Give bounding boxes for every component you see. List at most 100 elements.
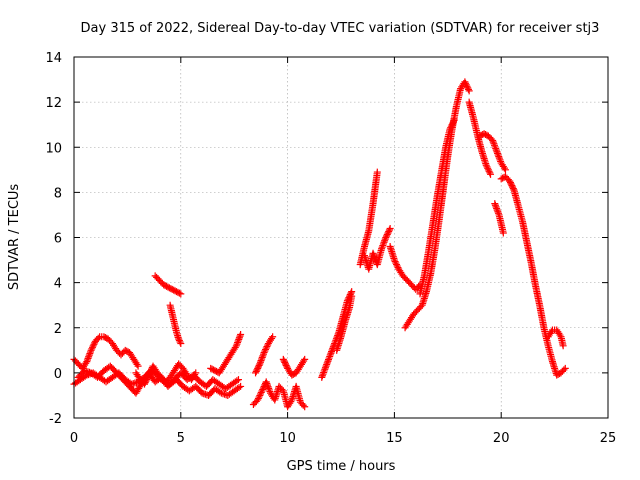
data-point [561, 364, 569, 372]
data-point [492, 146, 500, 154]
data-point [261, 347, 269, 355]
data-series-segment [279, 355, 309, 379]
data-point [321, 364, 329, 372]
data-point [175, 335, 183, 343]
data-point [235, 334, 243, 342]
data-point [560, 366, 568, 374]
data-point [462, 81, 470, 89]
data-point [493, 206, 501, 214]
data-point [370, 253, 378, 261]
data-point [464, 85, 472, 93]
data-point [281, 358, 289, 366]
data-point [322, 362, 330, 370]
data-point [145, 370, 153, 378]
data-point [385, 226, 393, 234]
data-point [491, 201, 499, 209]
data-point [496, 156, 504, 164]
data-point [262, 344, 270, 352]
data-point [448, 121, 456, 129]
data-point [280, 357, 288, 365]
data-point [449, 118, 457, 126]
data-point [268, 334, 276, 342]
data-point [319, 370, 327, 378]
data-point [88, 345, 96, 353]
data-point [257, 388, 265, 396]
data-point [235, 384, 243, 392]
data-point [484, 166, 492, 174]
x-tick-labels: 0 5 10 15 20 25 [70, 431, 616, 446]
data-point [301, 403, 309, 411]
data-point [86, 350, 94, 358]
data-point [485, 167, 493, 175]
data-point [192, 369, 200, 377]
data-point [281, 360, 289, 368]
data-point [328, 348, 336, 356]
data-point [323, 360, 331, 368]
data-point [235, 335, 243, 343]
data-point [265, 384, 273, 392]
data-point [262, 378, 270, 386]
data-point [87, 346, 95, 354]
data-point [486, 169, 494, 177]
data-series-segment [252, 333, 277, 377]
data-point [177, 290, 185, 298]
data-point [82, 359, 90, 367]
data-point [141, 379, 149, 387]
data-point [266, 388, 274, 396]
data-point [259, 385, 267, 393]
data-point [89, 342, 97, 350]
data-point [346, 291, 354, 299]
data-point [142, 377, 150, 385]
data-point [84, 354, 92, 362]
data-point [258, 387, 266, 395]
data-point [83, 358, 91, 366]
data-point [144, 373, 152, 381]
data-point [233, 340, 241, 348]
data-point [379, 240, 387, 248]
data-point [145, 371, 153, 379]
data-point [493, 148, 501, 156]
data-point [259, 352, 267, 360]
data-point [252, 369, 260, 377]
data-point [506, 177, 514, 185]
data-point [86, 348, 94, 356]
y-axis-label: SDTVAR / TECUs [7, 184, 22, 291]
data-point [390, 256, 398, 264]
data-point [263, 343, 271, 351]
data-series-segment [491, 200, 507, 237]
data-point [495, 154, 503, 162]
data-series-segment [476, 130, 509, 174]
data-point [464, 84, 472, 92]
data-series-segment [166, 301, 185, 348]
data-point [254, 396, 262, 404]
y-tick-label: 4 [54, 277, 62, 292]
data-point [492, 203, 500, 211]
data-series-segment [497, 173, 569, 379]
x-tick-label: 5 [177, 431, 185, 446]
data-point [254, 364, 262, 372]
data-point [393, 261, 401, 269]
data-point [175, 289, 183, 297]
data-point [446, 125, 454, 133]
data-point [378, 245, 386, 253]
data-series-segment [401, 78, 473, 332]
data-point [392, 259, 400, 267]
data-point [287, 398, 295, 406]
data-series-segment [386, 243, 424, 293]
data-point [263, 380, 271, 388]
y-tick-label: -2 [49, 412, 62, 427]
data-series-segment [207, 331, 245, 377]
data-point [386, 224, 394, 232]
data-point [369, 249, 377, 257]
data-point [493, 204, 501, 212]
data-point [509, 185, 517, 193]
data-point [237, 382, 245, 390]
data-point [494, 209, 502, 217]
data-point [381, 237, 389, 245]
data-point [279, 355, 287, 363]
data-point [259, 350, 267, 358]
data-series-segment [544, 326, 567, 350]
data-point [509, 183, 517, 191]
data-point [494, 208, 502, 216]
data-point [254, 394, 262, 402]
